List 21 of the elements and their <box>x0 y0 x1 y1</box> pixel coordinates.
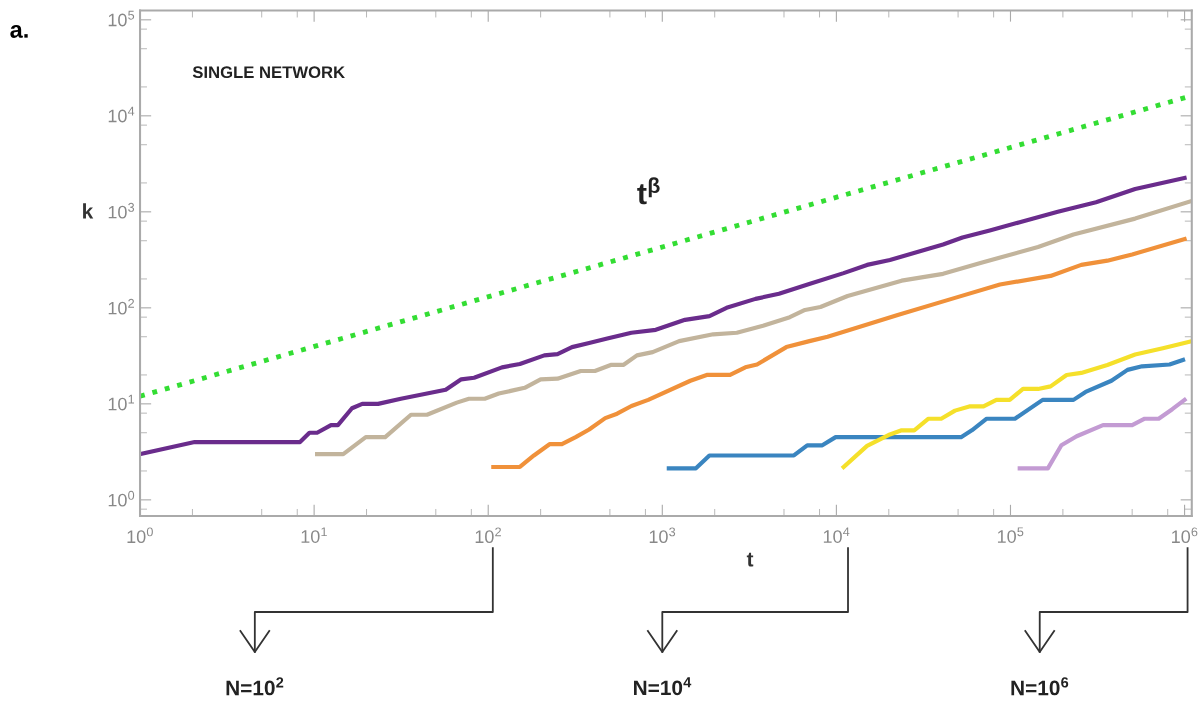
annotation: SINGLE NETWORK <box>192 66 345 79</box>
y-tick-label: 10$^{3}$ <box>108 202 135 219</box>
annotation: t$^{β}$ <box>637 177 660 205</box>
y-tick-label: 10$^{5}$ <box>108 10 135 27</box>
x-tick-label: 10$^{2}$ <box>475 527 501 544</box>
x-tick-label: 10$^{5}$ <box>997 527 1024 543</box>
text: N=10$^{2}$ <box>226 677 284 696</box>
text: N=10$^{6}$ <box>1011 677 1069 696</box>
x-tick-label: 10$^{6}$ <box>1172 527 1198 544</box>
x-tick-label: 10$^{3}$ <box>649 527 676 544</box>
y-tick-label: 10$^{0}$ <box>108 490 135 507</box>
text: a. <box>10 24 28 38</box>
text: N=10$^{4}$ <box>634 677 692 696</box>
y-tick-label: 10$^{1}$ <box>108 394 135 411</box>
y-tick-label: 10$^{4}$ <box>108 106 135 123</box>
x-tick-label: 10$^{4}$ <box>823 527 850 543</box>
x-tick-label: 10$^{0}$ <box>127 527 153 544</box>
y-tick-label: 10$^{2}$ <box>108 298 135 315</box>
x-tick-label: 10$^{1}$ <box>301 527 327 543</box>
x-axis-title: t <box>746 552 754 567</box>
y-axis-title: k <box>83 203 94 219</box>
